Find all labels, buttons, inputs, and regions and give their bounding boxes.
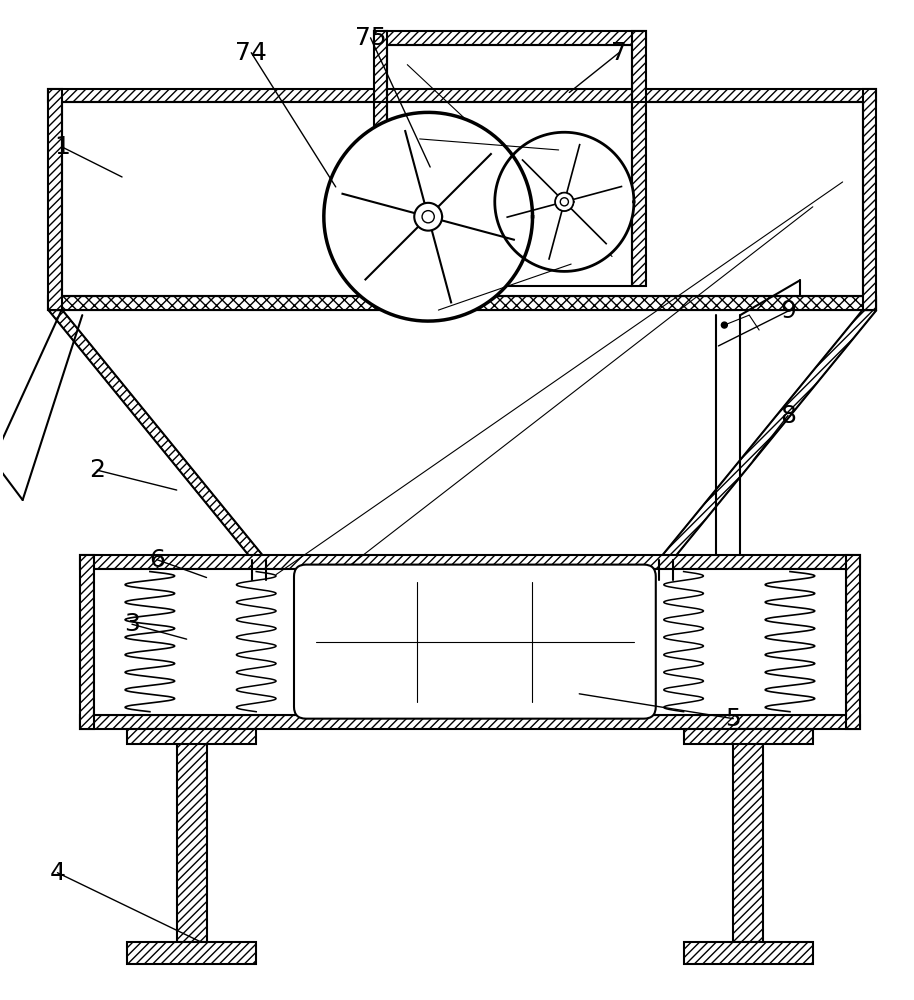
- Circle shape: [721, 322, 728, 328]
- Bar: [48, 89, 62, 310]
- Bar: [80, 555, 94, 729]
- Bar: [684, 942, 813, 964]
- Bar: [80, 555, 859, 569]
- Circle shape: [422, 211, 434, 223]
- Bar: [80, 715, 859, 729]
- Circle shape: [556, 193, 573, 211]
- Bar: [94, 569, 845, 715]
- Text: 4: 4: [49, 861, 66, 885]
- Text: 2: 2: [90, 458, 105, 482]
- Bar: [863, 89, 877, 310]
- Text: 5: 5: [726, 707, 741, 731]
- Bar: [632, 31, 646, 286]
- Bar: [733, 729, 763, 942]
- Text: 6: 6: [149, 548, 165, 572]
- FancyBboxPatch shape: [294, 565, 655, 719]
- Text: 1: 1: [55, 135, 70, 159]
- Bar: [374, 31, 388, 286]
- Bar: [684, 729, 813, 744]
- Bar: [48, 89, 62, 310]
- Bar: [863, 89, 877, 310]
- Bar: [374, 31, 388, 286]
- Bar: [845, 555, 859, 729]
- Text: 9: 9: [780, 299, 796, 323]
- Bar: [48, 89, 877, 102]
- Bar: [684, 729, 813, 744]
- Circle shape: [494, 132, 634, 271]
- Bar: [127, 942, 256, 964]
- Bar: [374, 31, 646, 45]
- Bar: [80, 715, 859, 729]
- Bar: [845, 555, 859, 729]
- Bar: [684, 942, 813, 964]
- Text: 75: 75: [355, 26, 387, 50]
- Bar: [176, 729, 207, 942]
- Circle shape: [560, 198, 569, 206]
- Circle shape: [324, 112, 533, 321]
- Circle shape: [415, 203, 441, 230]
- Bar: [176, 729, 207, 942]
- Bar: [127, 729, 256, 744]
- Bar: [80, 555, 94, 729]
- Bar: [48, 89, 877, 102]
- Bar: [374, 31, 646, 45]
- Bar: [127, 942, 256, 964]
- Text: 74: 74: [235, 41, 267, 65]
- Polygon shape: [659, 310, 877, 560]
- Text: 3: 3: [124, 612, 140, 636]
- Text: 8: 8: [780, 404, 796, 428]
- Bar: [48, 296, 877, 310]
- Bar: [80, 555, 859, 569]
- Text: 7: 7: [611, 41, 627, 65]
- Polygon shape: [48, 310, 266, 560]
- Bar: [48, 296, 877, 310]
- Bar: [733, 729, 763, 942]
- Bar: [127, 729, 256, 744]
- Bar: [632, 31, 646, 286]
